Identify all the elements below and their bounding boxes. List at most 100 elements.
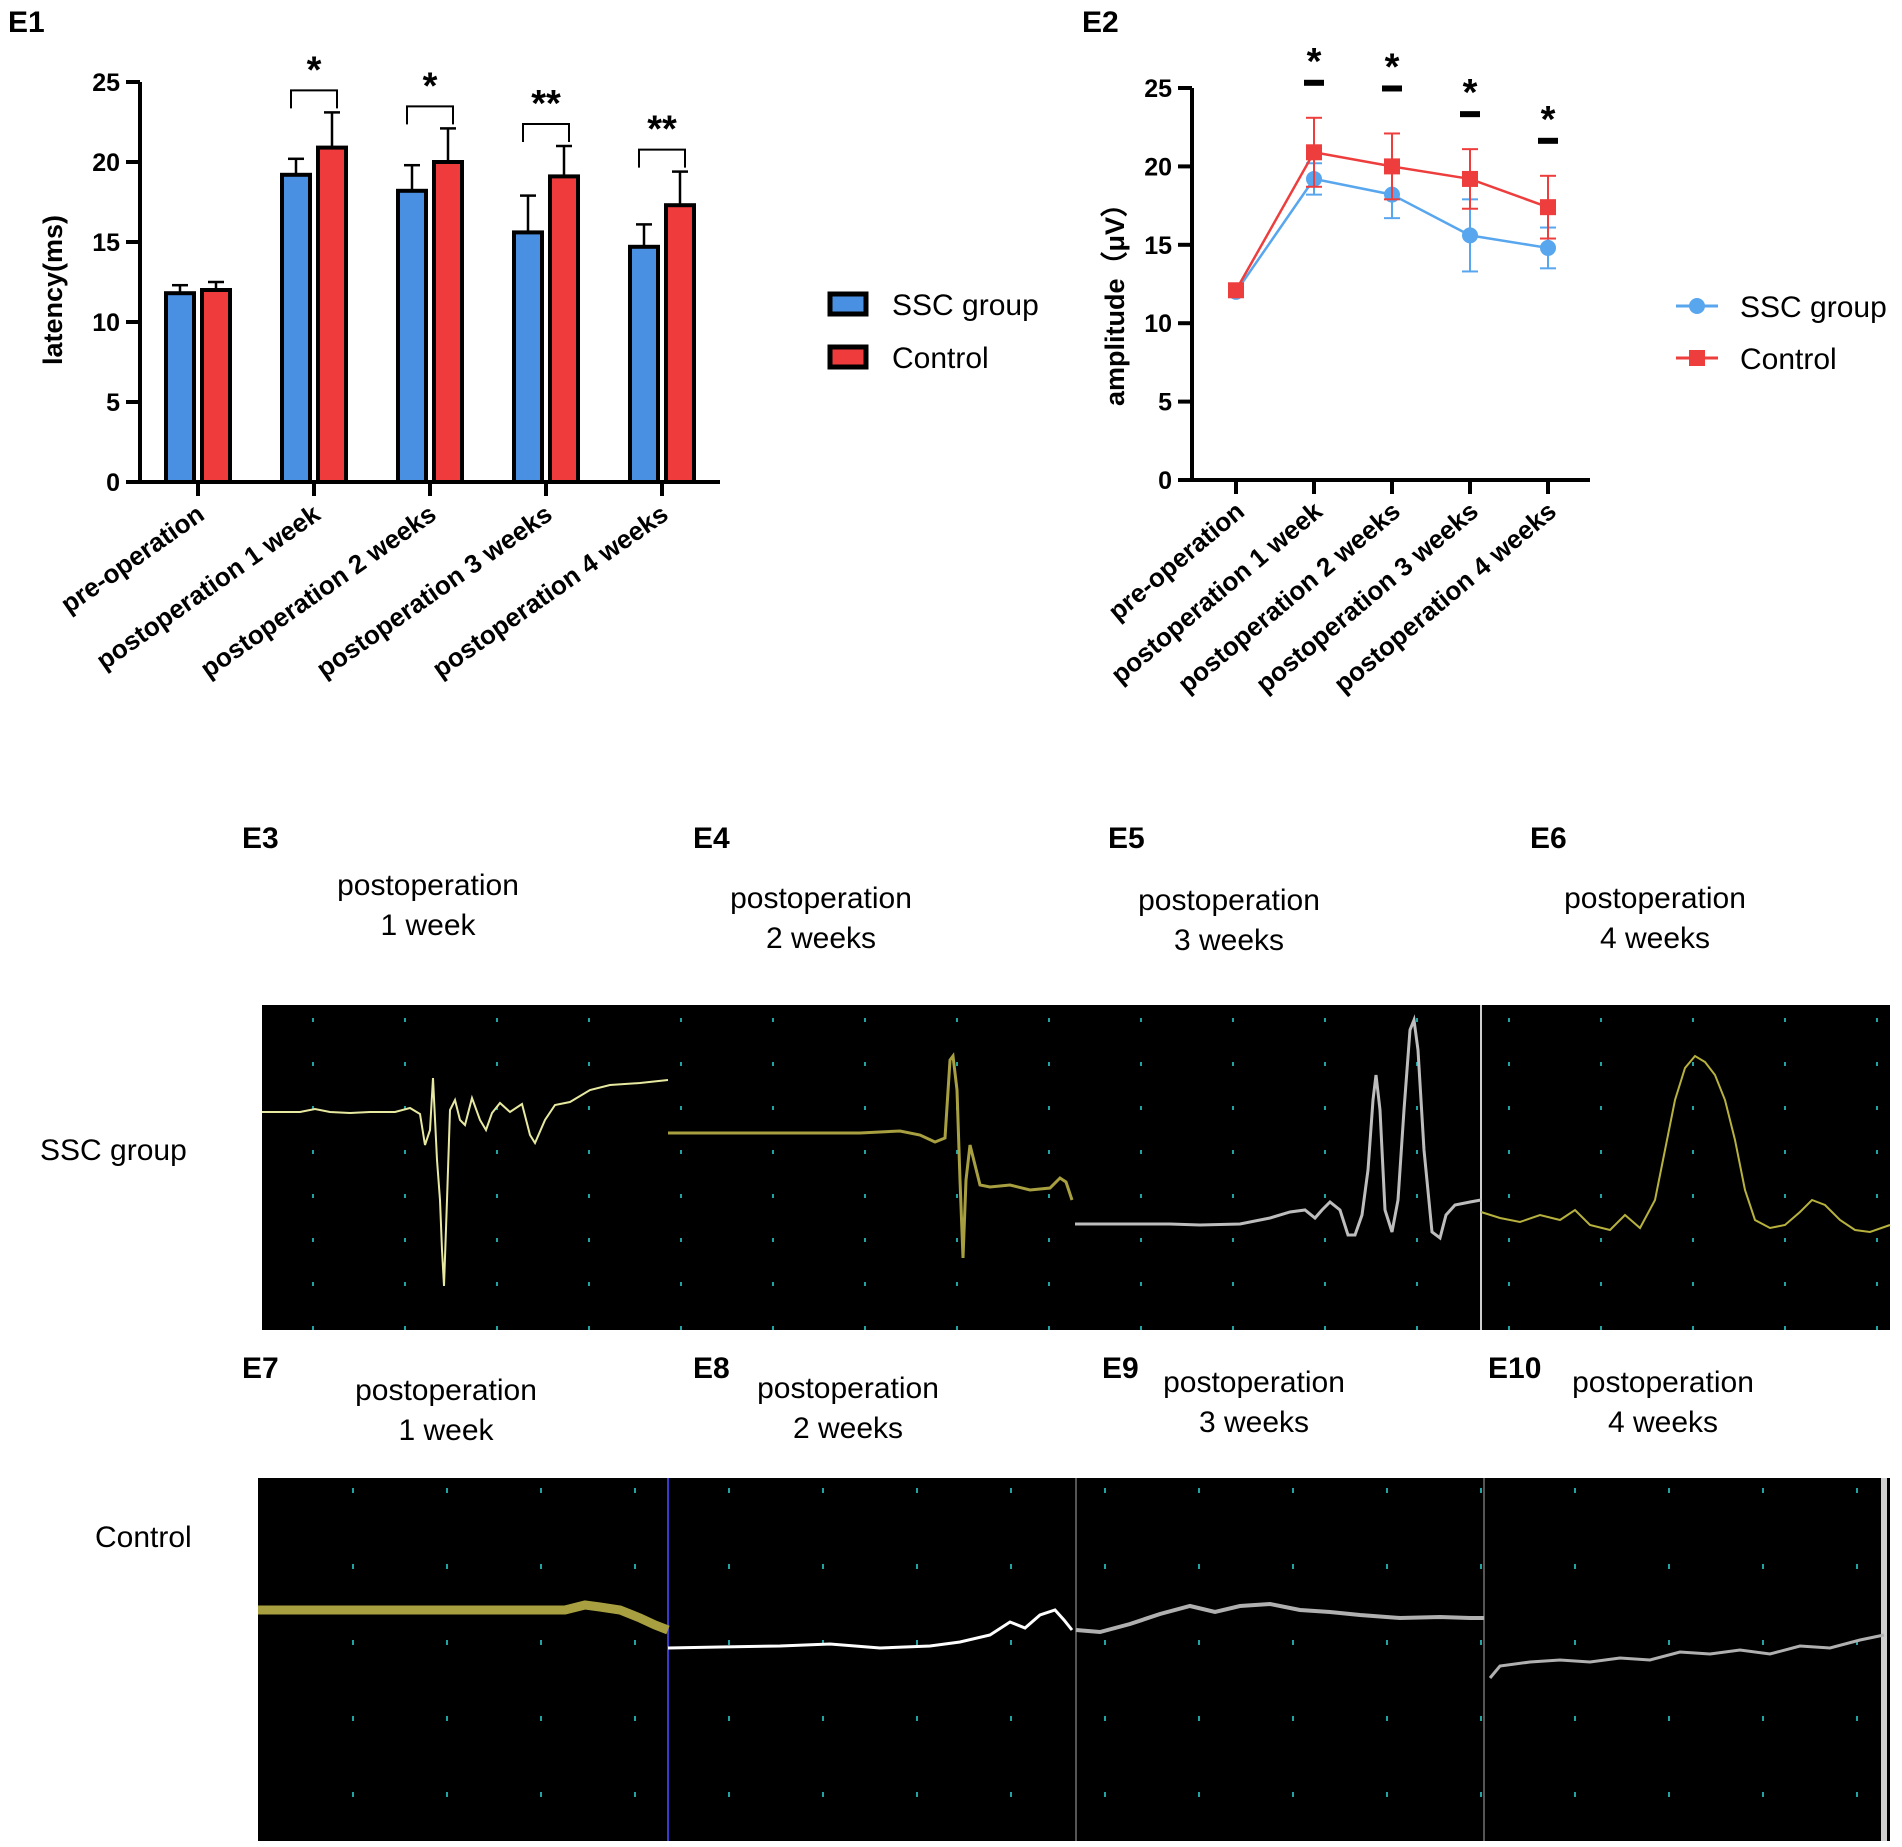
- ssc-grid-dot: [496, 1326, 498, 1330]
- e1-bar-control: [200, 288, 232, 484]
- control-grid-dot: [1104, 1640, 1106, 1645]
- ssc-grid-dot: [312, 1282, 314, 1286]
- control-grid-dot: [1386, 1640, 1388, 1645]
- e2-point-ssc: [1462, 227, 1478, 244]
- control-grid-dot: [916, 1564, 918, 1569]
- control-grid-dot: [540, 1488, 542, 1493]
- control-grid-dot: [446, 1488, 448, 1493]
- ssc-grid-dot: [680, 1326, 682, 1330]
- ssc-grid-dot: [864, 1282, 866, 1286]
- ssc-grid-dot: [1324, 1194, 1326, 1198]
- ssc-emg-traces: [262, 1005, 1891, 1330]
- e3-title-line2: 1 week: [380, 909, 476, 942]
- legend-marker-control: [1689, 350, 1705, 366]
- control-grid-dot: [1668, 1716, 1670, 1721]
- e1-y-axis: 0 5 10 15 20 25: [92, 69, 720, 497]
- control-grid-dot: [916, 1716, 918, 1721]
- control-grid-dot: [1574, 1792, 1576, 1797]
- ssc-grid-dot: [1692, 1018, 1694, 1022]
- control-grid-dot: [1198, 1564, 1200, 1569]
- ssc-grid-dot: [1600, 1238, 1602, 1242]
- e2-series: * * * *: [1228, 41, 1558, 494]
- e10-title-line1: postoperation: [1572, 1366, 1754, 1399]
- ssc-grid-dot: [956, 1238, 958, 1242]
- control-grid-dot: [1386, 1488, 1388, 1493]
- ssc-grid-dot: [1508, 1150, 1510, 1154]
- e1-legend: SSC group Control: [827, 289, 1039, 375]
- ssc-grid-dot: [1692, 1194, 1694, 1198]
- control-grid-dot: [540, 1640, 542, 1645]
- ssc-grid-dot: [1048, 1238, 1050, 1242]
- ssc-grid-dot: [772, 1062, 774, 1066]
- control-grid-dot: [1762, 1564, 1764, 1569]
- legend-swatch-control: [827, 344, 869, 370]
- control-grid-dot: [1292, 1716, 1294, 1721]
- ssc-grid-dot: [1416, 1194, 1418, 1198]
- control-grid-dot: [1104, 1792, 1106, 1797]
- ssc-grid-dot: [1324, 1326, 1326, 1330]
- ssc-grid-dot: [864, 1238, 866, 1242]
- ssc-grid-dot: [1232, 1326, 1234, 1330]
- ssc-grid-dot: [1508, 1194, 1510, 1198]
- e2-significance-label: *: [1307, 41, 1322, 83]
- control-grid-dot: [728, 1640, 730, 1645]
- ssc-grid-dot: [1876, 1194, 1878, 1198]
- ssc-grid-dot: [1232, 1194, 1234, 1198]
- e5-title-line1: postoperation: [1138, 884, 1320, 917]
- ssc-grid-dot: [496, 1018, 498, 1022]
- e6-title-line1: postoperation: [1564, 882, 1746, 915]
- control-grid-dot: [634, 1564, 636, 1569]
- ssc-grid-dot: [588, 1150, 590, 1154]
- ssc-grid-dot: [404, 1326, 406, 1330]
- ssc-grid-dot: [680, 1062, 682, 1066]
- e1-y-axis-label: latency(ms): [38, 215, 68, 365]
- ssc-grid-dot: [864, 1150, 866, 1154]
- ssc-grid-dot: [1140, 1282, 1142, 1286]
- ssc-grid-dot: [1232, 1106, 1234, 1110]
- e7-title-line2: 1 week: [398, 1414, 494, 1447]
- ssc-grid-dot: [1140, 1238, 1142, 1242]
- e1-significance-bracket: [638, 148, 686, 168]
- control-grid-dot: [1292, 1792, 1294, 1797]
- ssc-grid-dot: [1048, 1018, 1050, 1022]
- ssc-grid-dot: [864, 1062, 866, 1066]
- ssc-grid-dot: [1416, 1238, 1418, 1242]
- control-grid-dot: [540, 1792, 542, 1797]
- panel-letter-e3: E3: [242, 822, 279, 855]
- legend-label-control-e2: Control: [1740, 343, 1837, 376]
- control-grid-dot: [822, 1640, 824, 1645]
- e2-y-tick-label: 25: [1144, 75, 1172, 103]
- control-grid-dot: [1198, 1792, 1200, 1797]
- ssc-grid-dot: [772, 1150, 774, 1154]
- ssc-grid-dot: [312, 1106, 314, 1110]
- ssc-grid-dot: [1784, 1282, 1786, 1286]
- control-grid-dot: [1292, 1564, 1294, 1569]
- ssc-grid-dot: [1232, 1062, 1234, 1066]
- control-grid-dot: [352, 1564, 354, 1569]
- control-grid-dot: [634, 1716, 636, 1721]
- control-grid-dot: [1010, 1488, 1012, 1493]
- ssc-trace-titles: E3 postoperation 1 week E4 postoperation…: [242, 822, 1746, 957]
- ssc-grid-dot: [772, 1194, 774, 1198]
- e6-waveform: [1480, 1054, 1891, 1234]
- e1-significance-label: **: [647, 109, 677, 151]
- control-grid-dot: [916, 1792, 918, 1797]
- control-grid-dot: [1480, 1488, 1482, 1493]
- ssc-grid-dot: [1324, 1062, 1326, 1066]
- ssc-grid-dot: [1140, 1326, 1142, 1330]
- ssc-grid-dot: [680, 1018, 682, 1022]
- ssc-grid-dot: [1048, 1326, 1050, 1330]
- control-grid-dot: [1386, 1792, 1388, 1797]
- ssc-grid-dots: [312, 1018, 1878, 1330]
- panel-letter-e10: E10: [1488, 1352, 1541, 1385]
- e3-waveform: [262, 1077, 669, 1287]
- e2-y-tick-label: 10: [1144, 310, 1172, 338]
- e2-y-axis: 0 5 10 15 20 25: [1144, 75, 1590, 495]
- control-grid-dot: [1856, 1716, 1858, 1721]
- control-grid-dot: [822, 1716, 824, 1721]
- control-emg-traces: [258, 1478, 1890, 1841]
- ssc-grid-dot: [404, 1238, 406, 1242]
- control-trace-titles: E7 postoperation 1 week E8 postoperation…: [242, 1352, 1754, 1447]
- ssc-grid-dot: [496, 1150, 498, 1154]
- ssc-grid-dot: [680, 1282, 682, 1286]
